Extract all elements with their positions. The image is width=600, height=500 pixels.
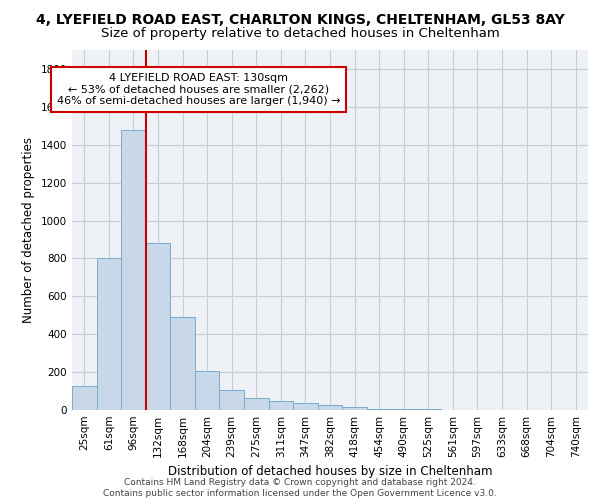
Bar <box>244 398 269 410</box>
Text: 4 LYEFIELD ROAD EAST: 130sqm
← 53% of detached houses are smaller (2,262)
46% of: 4 LYEFIELD ROAD EAST: 130sqm ← 53% of de… <box>56 73 340 106</box>
Bar <box>318 406 342 410</box>
Bar <box>391 409 416 410</box>
Bar <box>293 404 318 410</box>
Text: Contains HM Land Registry data © Crown copyright and database right 2024.
Contai: Contains HM Land Registry data © Crown c… <box>103 478 497 498</box>
X-axis label: Distribution of detached houses by size in Cheltenham: Distribution of detached houses by size … <box>168 466 492 478</box>
Bar <box>97 258 121 410</box>
Bar <box>72 386 97 410</box>
Bar <box>220 390 244 410</box>
Bar <box>367 409 391 410</box>
Bar <box>416 409 440 410</box>
Text: Size of property relative to detached houses in Cheltenham: Size of property relative to detached ho… <box>101 28 499 40</box>
Y-axis label: Number of detached properties: Number of detached properties <box>22 137 35 323</box>
Text: 4, LYEFIELD ROAD EAST, CHARLTON KINGS, CHELTENHAM, GL53 8AY: 4, LYEFIELD ROAD EAST, CHARLTON KINGS, C… <box>35 12 565 26</box>
Bar <box>121 130 146 410</box>
Bar <box>269 402 293 410</box>
Bar <box>195 371 220 410</box>
Bar <box>146 244 170 410</box>
Bar <box>342 407 367 410</box>
Bar <box>170 317 195 410</box>
